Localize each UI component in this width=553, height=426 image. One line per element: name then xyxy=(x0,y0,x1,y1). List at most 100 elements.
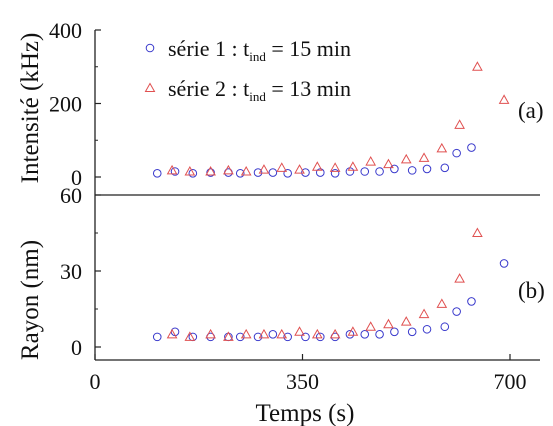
series-1-point xyxy=(422,164,432,174)
series-1-point xyxy=(315,168,325,177)
y-tick-label: 30 xyxy=(60,259,82,284)
series-2-point xyxy=(418,308,430,319)
series-2-point xyxy=(223,164,234,175)
series-1-point xyxy=(253,332,263,342)
series-2-point xyxy=(294,326,305,336)
series-1-point xyxy=(440,322,450,332)
series-1-point xyxy=(315,332,325,342)
series-2-point xyxy=(205,165,216,176)
series-2-point xyxy=(258,164,270,174)
legend-circle-marker xyxy=(145,43,155,53)
y-tick-label: 0 xyxy=(71,335,82,360)
panel-a-ticks: 0 200 400 xyxy=(49,18,101,190)
series-1-point xyxy=(407,327,417,337)
legend-item-series-1: série 1 : tind = 15 min xyxy=(145,36,351,64)
series-1-point xyxy=(440,163,450,173)
series-2-point xyxy=(166,328,178,339)
series-2-point xyxy=(184,165,196,176)
series-2-point xyxy=(276,328,288,339)
series-2-point xyxy=(329,328,341,339)
x-tick-label: 0 xyxy=(90,369,101,394)
series-2-point xyxy=(454,273,465,283)
series-2-point xyxy=(184,331,196,341)
y-tick-label: 0 xyxy=(71,165,82,190)
series-1-point xyxy=(206,168,215,177)
series-1-point xyxy=(452,307,461,316)
panel-b-ylabel: Rayon (nm) xyxy=(17,240,44,360)
series-2-point xyxy=(166,164,178,175)
series-1-point xyxy=(235,332,245,342)
series-2-point xyxy=(311,161,323,171)
series-2-point xyxy=(454,119,465,129)
series-1-point xyxy=(330,169,340,178)
series-2-point xyxy=(276,162,288,172)
series-1-point xyxy=(152,169,162,178)
series-2-point xyxy=(258,328,270,339)
series-1-point xyxy=(499,259,509,268)
series-1-point xyxy=(390,164,399,174)
series-1-point xyxy=(283,332,292,342)
series-2-point xyxy=(472,61,483,71)
y-tick-label: 60 xyxy=(60,183,82,208)
series-1-point xyxy=(422,324,432,334)
series-1-point xyxy=(467,143,476,152)
legend-item-series-2: série 2 : tind = 13 min xyxy=(144,76,351,104)
series-2-point xyxy=(205,328,216,339)
series-1-point xyxy=(253,168,263,177)
series-2-point xyxy=(365,321,377,331)
series-2-point xyxy=(347,326,359,336)
series-2-point xyxy=(223,331,234,341)
series-1-point xyxy=(170,167,180,176)
series-2-point xyxy=(400,153,412,164)
x-tick-label: 350 xyxy=(286,369,319,394)
series-1-point xyxy=(360,167,370,176)
panel-b-marks xyxy=(152,227,509,342)
series-1-point xyxy=(360,330,370,339)
series-2-point xyxy=(347,161,359,171)
panel-a-ylabel: Intensité (kHz) xyxy=(17,33,44,184)
series-2-point xyxy=(498,94,510,104)
x-axis-label: Temps (s) xyxy=(256,400,355,426)
series-1-point xyxy=(235,169,245,178)
series-1-point xyxy=(452,148,461,158)
series-1-point xyxy=(268,330,278,339)
series-2-point xyxy=(383,318,394,329)
series-2-point xyxy=(240,165,252,176)
panel-a-marks xyxy=(152,61,510,178)
x-tick-label: 700 xyxy=(494,369,527,394)
series-1-point xyxy=(152,332,162,342)
series-2-point xyxy=(436,298,448,308)
legend: série 1 : tind = 15 min série 2 : tind =… xyxy=(144,36,351,104)
panel-b-letter: (b) xyxy=(518,278,545,303)
series-1-point xyxy=(301,332,310,342)
series-2-point xyxy=(472,227,483,237)
series-2-point xyxy=(365,156,377,166)
series-1-point xyxy=(283,169,292,178)
series-2-point xyxy=(329,162,341,172)
series-1-point xyxy=(407,166,417,175)
series-2-point xyxy=(240,328,252,339)
panel-b-ticks: 0 30 60 0 350 700 xyxy=(60,183,527,394)
series-2-point xyxy=(436,142,448,153)
series-1-point xyxy=(390,327,399,337)
series-1-point xyxy=(375,330,384,339)
series-1-point xyxy=(301,168,310,177)
legend-label-series-2: série 2 : tind = 13 min xyxy=(168,76,351,104)
series-1-point xyxy=(268,168,278,177)
y-tick-label: 200 xyxy=(49,92,82,117)
series-1-point xyxy=(345,167,355,176)
series-2-point xyxy=(383,158,394,169)
panel-a-frame xyxy=(94,30,540,196)
series-2-point xyxy=(294,164,305,174)
y-tick-label: 400 xyxy=(49,18,82,43)
legend-label-series-1: série 1 : tind = 15 min xyxy=(168,36,351,64)
series-1-point xyxy=(467,297,476,306)
series-1-point xyxy=(188,169,198,178)
series-2-point xyxy=(418,152,430,162)
panel-a-letter: (a) xyxy=(518,98,544,123)
series-2-point xyxy=(400,316,412,326)
panel-b-frame xyxy=(94,195,540,361)
series-2-point xyxy=(311,328,323,339)
series-1-point xyxy=(375,167,384,176)
